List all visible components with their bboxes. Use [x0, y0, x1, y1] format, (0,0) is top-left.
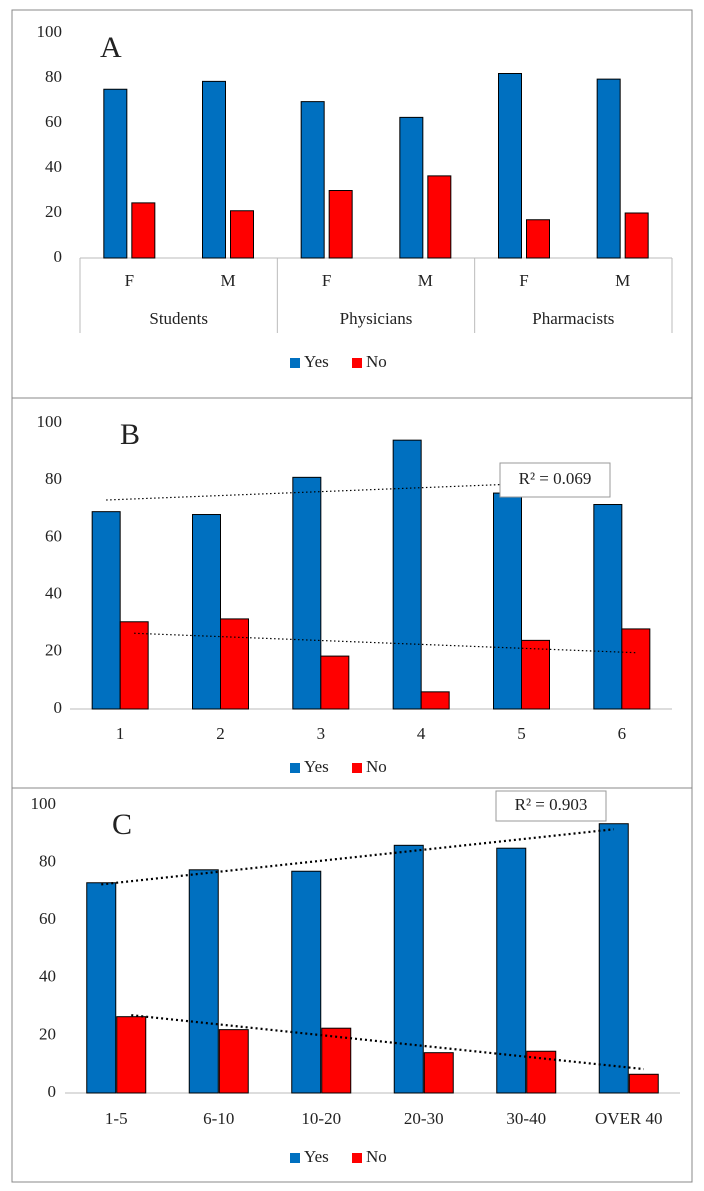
x-tick-label: 1	[116, 724, 125, 743]
legend-label: No	[366, 1147, 387, 1166]
bar	[230, 210, 254, 259]
trend-line	[101, 828, 614, 886]
annotation: R² = 0.903	[515, 795, 588, 814]
x-tick-label: 30-40	[506, 1109, 546, 1128]
annotation: R² = 0.069	[519, 469, 592, 488]
group-label: Physicians	[340, 309, 413, 328]
annotation-box	[499, 462, 611, 498]
y-tick-label: 60	[45, 526, 62, 545]
bar	[423, 1052, 454, 1094]
legend-label: Yes	[304, 757, 329, 776]
y-tick-label: 80	[45, 469, 62, 488]
bar	[392, 439, 422, 710]
bar	[321, 1027, 352, 1094]
x-tick-label: 20-30	[404, 1109, 444, 1128]
annotation-box	[495, 790, 607, 822]
bar	[103, 88, 128, 259]
bar	[598, 823, 629, 1094]
bar	[498, 73, 522, 259]
bar	[399, 116, 424, 259]
bar	[188, 869, 219, 1094]
y-tick-label: 80	[39, 852, 56, 871]
trend-line	[131, 1014, 644, 1071]
bar	[218, 1029, 249, 1094]
bar	[621, 628, 651, 710]
bar	[596, 78, 621, 259]
y-tick-label: 40	[39, 967, 56, 986]
bar	[526, 219, 550, 259]
x-tick-label: F	[125, 271, 134, 290]
legend-swatch	[290, 763, 300, 773]
bar	[526, 1050, 557, 1094]
bar	[393, 844, 424, 1094]
x-tick-label: 6	[618, 724, 627, 743]
x-tick-label: F	[322, 271, 331, 290]
x-tick-label: M	[418, 271, 433, 290]
y-tick-label: 20	[45, 202, 62, 221]
y-tick-label: 0	[54, 698, 63, 717]
panel-frame	[11, 787, 693, 1183]
x-tick-label: M	[220, 271, 235, 290]
y-tick-label: 80	[45, 67, 62, 86]
bar	[119, 621, 149, 710]
bar	[493, 492, 522, 710]
y-tick-label: 0	[54, 247, 63, 266]
x-tick-label: 10-20	[301, 1109, 341, 1128]
x-tick-label: F	[519, 271, 528, 290]
bar	[320, 655, 350, 710]
bar	[91, 511, 121, 710]
y-tick-label: 20	[45, 641, 62, 660]
panel-label: A	[100, 31, 122, 64]
legend-swatch	[290, 358, 300, 368]
legend-label: Yes	[304, 1147, 329, 1166]
x-tick-label: 1-5	[105, 1109, 128, 1128]
bar	[427, 175, 452, 259]
group-label: Students	[149, 309, 208, 328]
panel-label: C	[112, 808, 132, 841]
y-tick-label: 20	[39, 1024, 56, 1043]
panel-label: B	[120, 418, 140, 451]
x-tick-label: 3	[317, 724, 326, 743]
bar	[521, 639, 550, 710]
y-tick-label: 100	[37, 412, 63, 431]
x-tick-label: 6-10	[203, 1109, 234, 1128]
bar	[496, 847, 527, 1094]
x-tick-label: OVER 40	[595, 1109, 663, 1128]
bar	[202, 80, 226, 259]
x-tick-label: 2	[216, 724, 225, 743]
bar	[116, 1016, 147, 1094]
legend-label: Yes	[304, 352, 329, 371]
y-tick-label: 100	[37, 22, 63, 41]
x-tick-label: M	[615, 271, 630, 290]
bar	[131, 202, 156, 259]
legend-label: No	[366, 352, 387, 371]
legend-swatch	[352, 1153, 362, 1163]
bar	[220, 618, 249, 710]
y-tick-label: 0	[48, 1082, 57, 1101]
y-tick-label: 100	[31, 794, 57, 813]
bar	[328, 190, 353, 259]
legend-label: No	[366, 757, 387, 776]
x-tick-label: 4	[417, 724, 426, 743]
legend-swatch	[352, 358, 362, 368]
bar	[628, 1073, 659, 1094]
bar	[420, 691, 450, 710]
bar	[86, 882, 117, 1094]
legend-swatch	[290, 1153, 300, 1163]
y-tick-label: 60	[45, 112, 62, 131]
bar	[593, 504, 623, 710]
bar	[624, 212, 649, 259]
y-tick-label: 40	[45, 157, 62, 176]
bar	[300, 101, 325, 259]
legend-swatch	[352, 763, 362, 773]
bar	[291, 870, 322, 1094]
bar	[192, 514, 221, 710]
bar	[292, 476, 322, 710]
y-tick-label: 40	[45, 584, 62, 603]
y-tick-label: 60	[39, 909, 56, 928]
group-label: Pharmacists	[532, 309, 614, 328]
x-tick-label: 5	[517, 724, 526, 743]
